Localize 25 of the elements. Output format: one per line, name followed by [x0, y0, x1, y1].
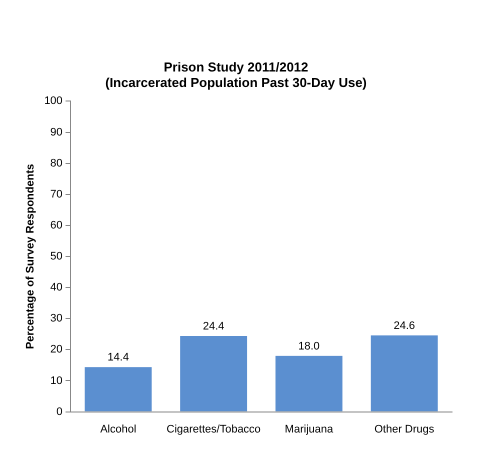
y-tick-label: 90 [50, 126, 63, 138]
x-tick-label: Cigarettes/Tobacco [166, 423, 261, 436]
y-tick-label: 10 [50, 374, 63, 387]
chart-title: Prison Study 2011/2012 (Incarcerated Population Past 30-Day Use) [105, 59, 367, 90]
y-tick-label: 50 [50, 250, 63, 263]
bar [275, 356, 342, 412]
x-tick-label: Alcohol [100, 423, 136, 436]
y-axis-title: Percentage of Survey Respondents [24, 164, 37, 350]
data-label: 24.4 [202, 320, 224, 333]
y-tick-label: 70 [50, 188, 63, 200]
bar [180, 336, 248, 412]
y-tick-label: 20 [50, 344, 63, 356]
y-tick-label: 100 [44, 95, 63, 108]
y-tick-label: 80 [50, 157, 63, 170]
bar [84, 367, 152, 412]
y-tick-label: 60 [50, 219, 63, 232]
y-tick-label: 30 [50, 312, 63, 325]
x-tick-label: Marijuana [284, 423, 334, 436]
data-label: 18.0 [298, 340, 320, 352]
y-tick-label: 0 [56, 406, 63, 418]
data-label: 24.6 [394, 320, 416, 332]
x-tick-label: Other Drugs [374, 423, 435, 436]
y-tick-label: 40 [50, 282, 63, 294]
bar [370, 335, 438, 412]
data-label: 14.4 [108, 352, 129, 364]
